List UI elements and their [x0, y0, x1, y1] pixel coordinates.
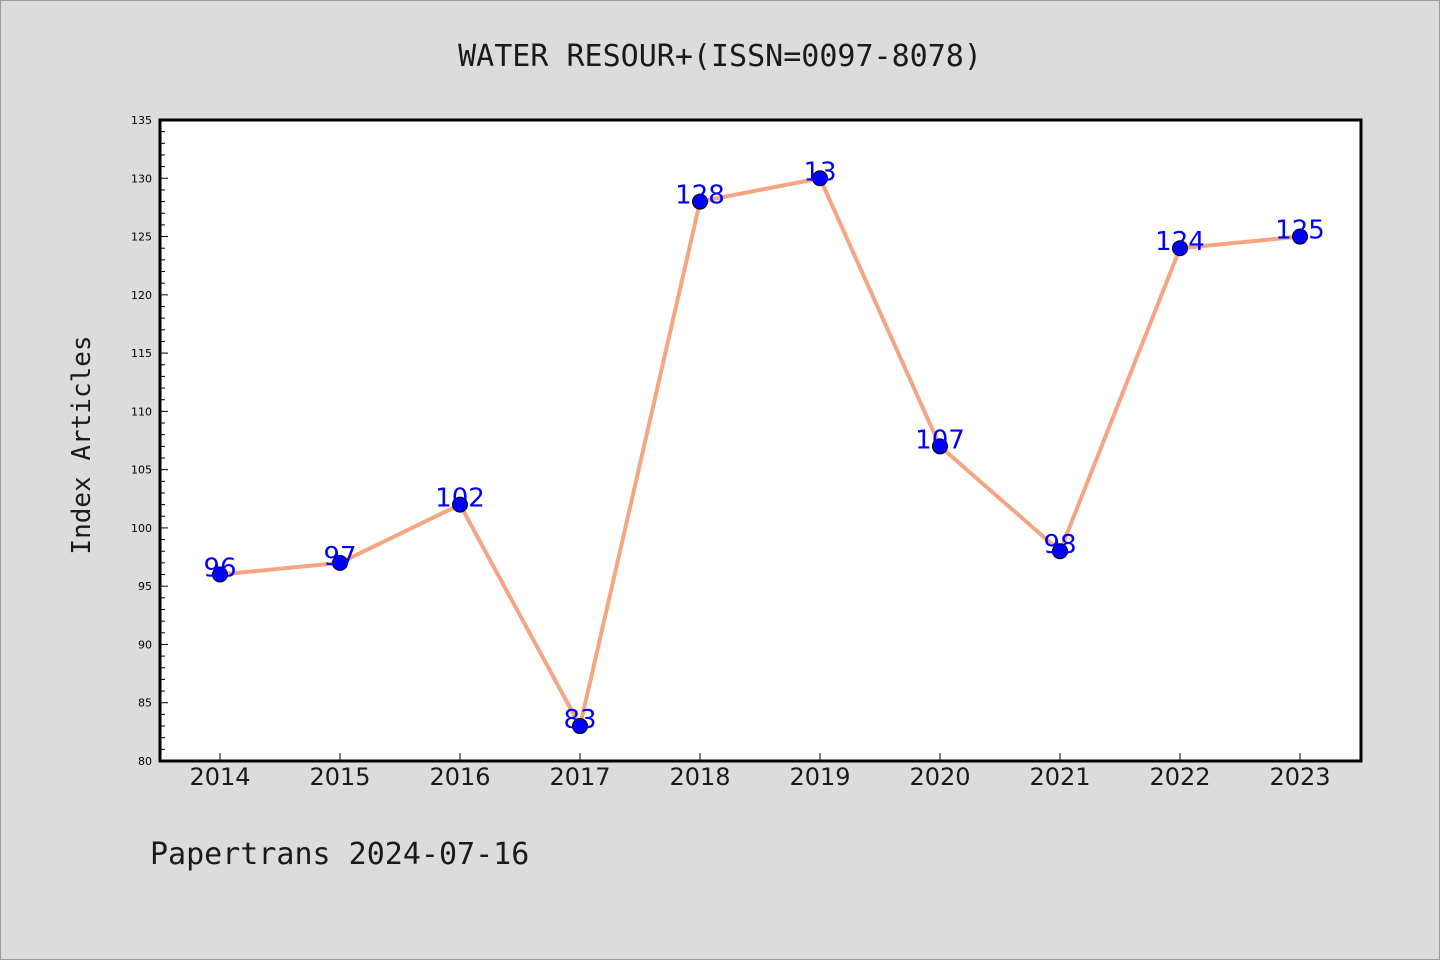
y-tick-label: 85: [138, 697, 152, 710]
y-tick-label: 80: [138, 755, 152, 768]
data-label: 107: [915, 425, 965, 455]
y-tick-label: 90: [138, 638, 152, 651]
y-tick-label: 135: [131, 114, 152, 127]
y-axis: 80 85 90 95 100 105 110 115 120 125 130 135: [131, 114, 168, 768]
x-tick-label: 2020: [909, 763, 970, 791]
x-tick-label: 2018: [669, 763, 730, 791]
data-label: 96: [203, 554, 236, 584]
x-tick-label: 2021: [1029, 763, 1090, 791]
data-labels: 96 97 102 83 128 13 107 98 124 125: [203, 157, 1324, 735]
y-tick-label: 125: [131, 231, 152, 244]
x-tick-label: 2022: [1149, 763, 1210, 791]
y-axis-label: Index Articles: [67, 335, 97, 554]
footer-credit: Papertrans 2024-07-16: [150, 837, 529, 872]
data-point: [572, 718, 588, 735]
y-tick-label: 130: [131, 172, 152, 185]
data-label: 98: [1043, 530, 1076, 560]
chart-title: WATER RESOUR+(ISSN=0097-8078): [458, 39, 982, 74]
data-point: [692, 193, 708, 210]
data-point: [452, 496, 468, 513]
data-points: [212, 170, 1308, 735]
data-label: 102: [435, 484, 485, 514]
data-point: [1172, 240, 1188, 257]
y-tick-label: 100: [131, 522, 152, 535]
data-point: [212, 566, 228, 583]
series-line: [218, 176, 1302, 729]
y-tick-label: 95: [138, 580, 152, 593]
data-point: [1052, 543, 1068, 560]
x-tick-label: 2014: [189, 763, 250, 791]
data-point: [1292, 228, 1308, 245]
data-label: 13: [803, 157, 836, 187]
y-tick-label: 115: [131, 347, 152, 360]
data-point: [932, 438, 948, 455]
data-label: 128: [675, 181, 725, 211]
data-label: 83: [563, 705, 596, 735]
y-tick-label: 120: [131, 289, 152, 302]
y-tick-label: 105: [131, 464, 152, 477]
x-tick-label: 2017: [549, 763, 610, 791]
data-label: 97: [323, 542, 356, 572]
data-label: 125: [1275, 216, 1325, 246]
x-tick-label: 2023: [1269, 763, 1330, 791]
x-tick-label: 2019: [789, 763, 850, 791]
data-point: [332, 554, 348, 571]
y-tick-label: 110: [131, 405, 152, 418]
x-tick-label: 2015: [309, 763, 370, 791]
x-axis: 2014 2015 2016 2017 2018 2019 2020 2021 2022 2023: [189, 753, 1331, 791]
x-tick-label: 2016: [429, 763, 490, 791]
series-line-group: [218, 176, 1302, 729]
plot-area: [158, 118, 1363, 763]
data-label: 124: [1155, 227, 1205, 257]
data-point: [812, 170, 828, 187]
